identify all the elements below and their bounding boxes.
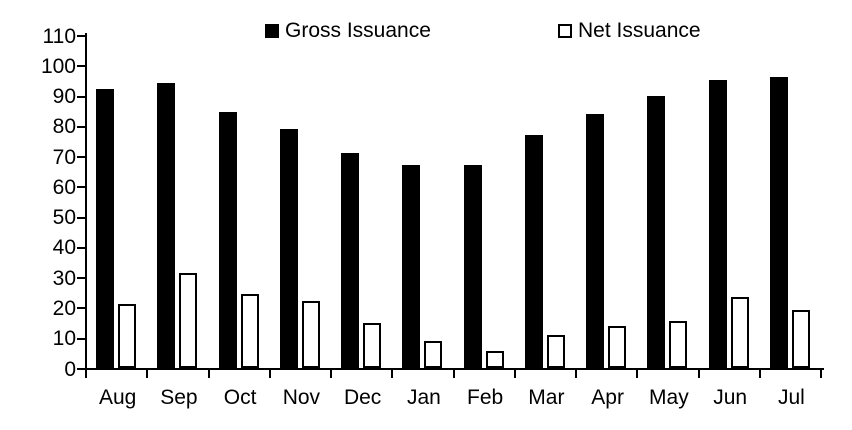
bar-gross-issuance-feb	[463, 165, 482, 368]
bar-gross-issuance-dec	[341, 153, 359, 368]
y-axis-tick	[77, 246, 85, 249]
bar-net-issuance-mar	[546, 334, 565, 368]
net-issuance-swatch-icon	[558, 24, 572, 38]
bar-gross-issuance-apr	[586, 113, 604, 368]
bar-gross-issuance-nov	[279, 128, 298, 368]
x-axis-tick	[575, 368, 577, 378]
bar-gross-issuance-jul	[769, 77, 788, 368]
x-axis-tick	[820, 368, 822, 378]
x-axis-tick	[268, 368, 271, 378]
x-axis-tick	[85, 368, 87, 378]
legend-label-net-issuance: Net Issuance	[578, 19, 701, 42]
gross-issuance-swatch-icon	[265, 24, 279, 38]
x-axis-label-apr: Apr	[591, 386, 624, 409]
x-axis-line	[85, 368, 824, 370]
bar-net-issuance-may	[669, 321, 688, 368]
y-axis-label: 50	[52, 206, 76, 230]
y-axis-tick	[77, 125, 85, 128]
x-axis-tick	[636, 368, 639, 378]
x-axis-tick	[513, 368, 516, 378]
legend-item-net-issuance: Net Issuance	[558, 19, 701, 42]
x-axis-label-dec: Dec	[343, 386, 382, 409]
x-axis-label-nov: Nov	[282, 386, 321, 409]
bar-net-issuance-jun	[730, 296, 749, 368]
y-axis-tick	[77, 95, 85, 98]
x-axis-label-oct: Oct	[223, 386, 257, 409]
x-axis-tick	[452, 368, 455, 378]
bar-net-issuance-dec	[363, 322, 381, 368]
bar-net-issuance-nov	[301, 301, 320, 368]
x-axis-label-jul: Jul	[777, 386, 805, 409]
y-axis-label: 0	[64, 357, 76, 381]
y-axis-label: 60	[52, 175, 76, 199]
x-axis-tick	[330, 368, 332, 378]
x-axis-label-jun: Jun	[713, 386, 748, 409]
x-axis-label-mar: Mar	[528, 386, 565, 409]
y-axis-label: 30	[52, 266, 76, 290]
y-axis-label: 10	[52, 327, 76, 351]
bar-gross-issuance-mar	[524, 134, 543, 368]
bar-gross-issuance-sep	[157, 83, 176, 368]
x-axis-label-sep: Sep	[160, 386, 198, 409]
bar-gross-issuance-may	[647, 95, 666, 368]
x-axis-label-feb: Feb	[467, 386, 504, 409]
y-axis-tick	[77, 307, 85, 310]
bar-gross-issuance-jan	[402, 165, 421, 368]
x-axis-label-jan: Jan	[406, 386, 441, 409]
bar-net-issuance-feb	[485, 351, 504, 368]
y-axis-line	[85, 33, 87, 370]
y-axis-label: 90	[52, 85, 76, 109]
y-axis-label: 110	[42, 24, 76, 48]
bar-net-issuance-apr	[608, 325, 626, 368]
legend-item-gross-issuance: Gross Issuance	[265, 19, 431, 42]
y-axis-tick	[77, 35, 85, 37]
bar-gross-issuance-aug	[96, 89, 114, 368]
bar-net-issuance-aug	[118, 304, 136, 368]
x-axis-label-aug: Aug	[98, 386, 137, 409]
y-axis-tick	[77, 337, 85, 340]
bar-net-issuance-jul	[791, 310, 810, 368]
x-axis-tick	[207, 368, 210, 378]
bar-net-issuance-jan	[424, 340, 443, 368]
y-axis-tick	[77, 368, 85, 370]
y-axis-label: 20	[52, 296, 76, 320]
y-axis-tick	[77, 216, 85, 219]
bar-gross-issuance-jun	[708, 80, 727, 368]
y-axis-tick	[77, 277, 85, 280]
bar-gross-issuance-oct	[218, 112, 237, 368]
x-axis-tick	[391, 368, 394, 378]
y-axis-tick	[77, 156, 85, 159]
y-axis-label: 40	[52, 236, 76, 260]
x-axis-tick	[758, 368, 761, 378]
y-axis-label: 70	[52, 145, 76, 169]
bar-net-issuance-sep	[179, 272, 198, 368]
x-axis-tick	[146, 368, 149, 378]
x-axis-label-may: May	[649, 386, 689, 409]
legend-label-gross-issuance: Gross Issuance	[285, 19, 431, 42]
x-axis-tick	[697, 368, 700, 378]
y-axis-tick	[77, 65, 85, 68]
y-axis-tick	[77, 186, 85, 189]
bar-net-issuance-oct	[240, 293, 259, 368]
y-axis-label: 100	[40, 54, 76, 78]
y-axis-label: 80	[52, 115, 76, 139]
